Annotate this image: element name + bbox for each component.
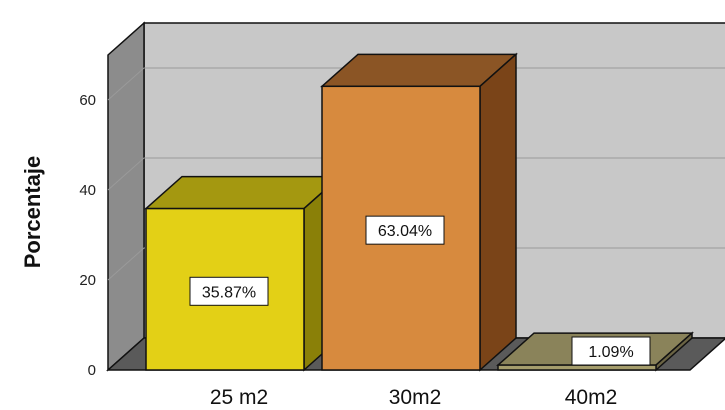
x-axis-categories: 25 m2 30m2 40m2	[210, 386, 617, 409]
bar	[144, 174, 342, 372]
data-label-box	[365, 215, 445, 245]
left-wall	[107, 21, 145, 372]
bar-front-face	[497, 364, 657, 371]
y-tick-label: 0	[88, 362, 96, 379]
data-label-box	[189, 276, 269, 306]
y-tick-label: 40	[79, 182, 96, 199]
gridline	[107, 247, 725, 281]
y-tick-label: 20	[79, 272, 96, 289]
data-label: 1.09%	[588, 344, 633, 361]
data-labels: 35.87% 63.04% 1.09%	[189, 215, 651, 366]
x-category-label: 25 m2	[210, 386, 268, 409]
y-tick-label: 60	[79, 92, 96, 109]
bar	[320, 52, 518, 372]
x-category-label: 40m2	[565, 386, 618, 409]
gridline	[107, 67, 725, 101]
data-label: 35.87%	[202, 284, 256, 301]
data-label-box	[571, 336, 651, 366]
gridline	[107, 157, 725, 191]
y-axis-label: Porcentaje	[20, 156, 45, 269]
x-category-label: 30m2	[389, 386, 442, 409]
data-label: 63.04%	[378, 223, 432, 240]
bar-side-face	[479, 52, 517, 372]
gridlines	[107, 67, 725, 281]
y-axis-ticks: 0 20 40 60	[79, 92, 96, 379]
